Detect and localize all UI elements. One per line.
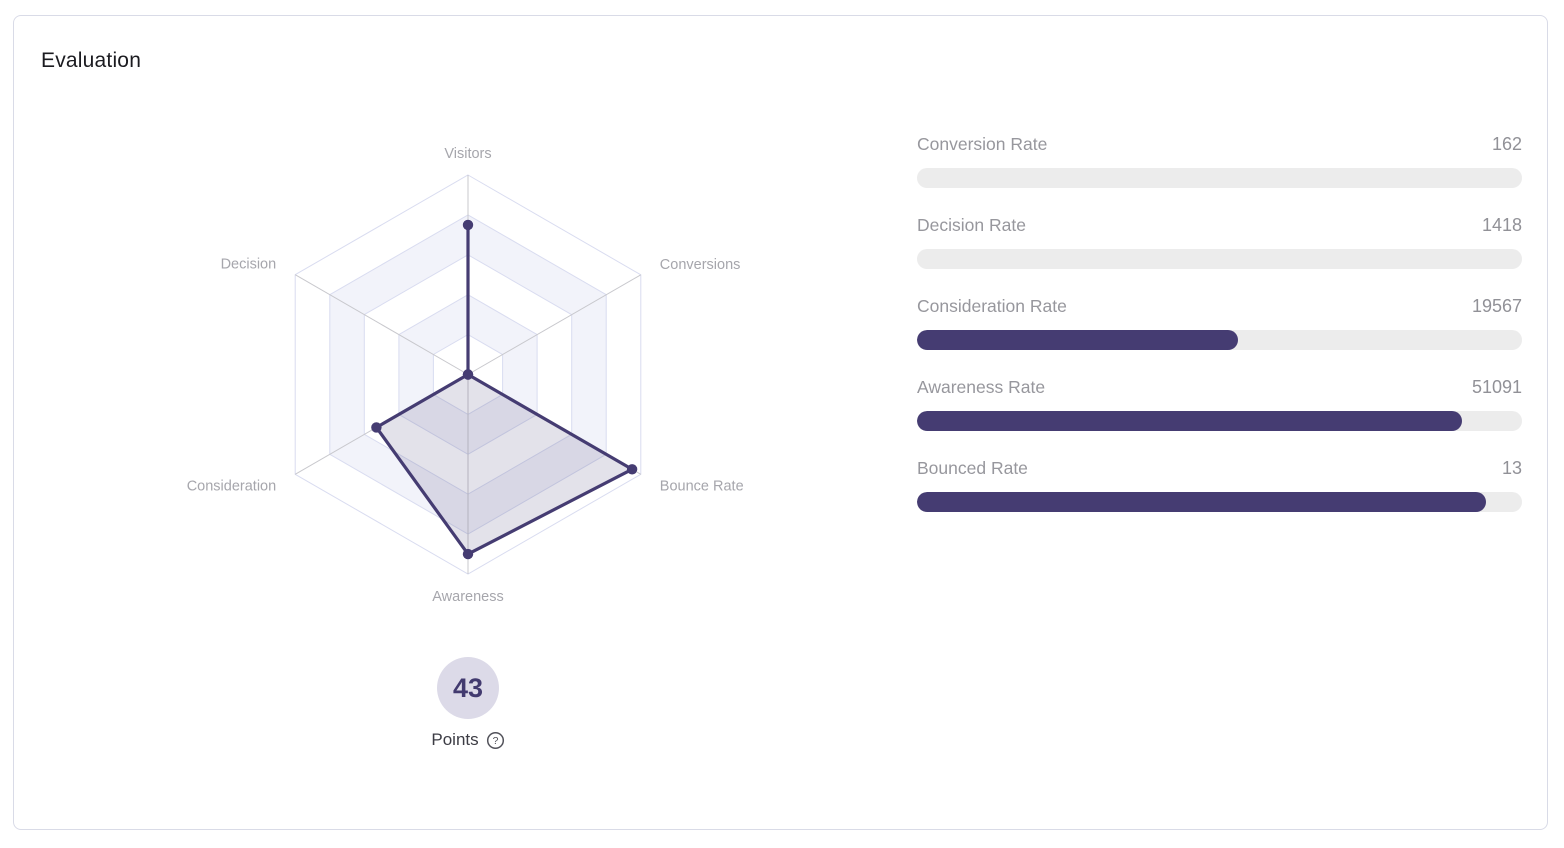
metric-value: 13: [1501, 458, 1522, 478]
metric-label: Bounced Rate: [917, 458, 1028, 478]
metric-value: 19567: [1471, 296, 1522, 316]
radar-axis-label: Decision: [221, 257, 277, 273]
metric-row: Awareness Rate 51091: [917, 375, 1522, 431]
score-value: 43: [452, 672, 484, 703]
radar-axis-label: Bounce Rate: [660, 478, 744, 494]
help-icon-glyph: ?: [492, 735, 498, 747]
help-icon[interactable]: ?: [486, 731, 505, 750]
metric-value: 1418: [1481, 215, 1522, 235]
metric-value: 51091: [1471, 377, 1522, 397]
metric-bar-fill: [917, 330, 1238, 350]
radar-axis-label: Consideration: [187, 478, 276, 494]
metric-label: Consideration Rate: [917, 296, 1067, 316]
metrics-list: Conversion Rate 162 Decision Rate 1418 C…: [917, 132, 1522, 537]
metric-bar-track: [917, 411, 1522, 431]
metric-bar-track: [917, 330, 1522, 350]
metric-label: Decision Rate: [917, 215, 1026, 235]
metric-row: Consideration Rate 19567: [917, 294, 1522, 350]
metric-row: Conversion Rate 162: [917, 132, 1522, 188]
metric-bar-track: [917, 492, 1522, 512]
metric-bar-track: [917, 168, 1522, 188]
metric-row: Bounced Rate 13: [917, 456, 1522, 512]
metric-bar-fill: [917, 492, 1486, 512]
score-badge: 43: [437, 657, 499, 719]
metric-bar-fill: [917, 411, 1462, 431]
score-points-row: Points ?: [368, 730, 568, 750]
score-points-label: Points: [431, 730, 479, 749]
radar-axis-label: Visitors: [444, 146, 491, 162]
radar-axis-label: Conversions: [660, 257, 741, 273]
radar-axis-label: Awareness: [432, 589, 503, 605]
radar-chart-container: Visitors Conversions Bounce Rate Awareness C…: [168, 121, 768, 641]
page-title: Evaluation: [41, 49, 142, 72]
radar-chart: Visitors Conversions Bounce Rate Awareness C…: [187, 146, 744, 605]
metric-bar-track: [917, 249, 1522, 269]
metric-label: Awareness Rate: [917, 377, 1046, 397]
evaluation-card: Evaluation Visitors Conversions Bounce Rat…: [13, 15, 1548, 830]
metric-value: 162: [1491, 134, 1522, 154]
metric-label: Conversion Rate: [917, 134, 1048, 154]
metric-row: Decision Rate 1418: [917, 213, 1522, 269]
